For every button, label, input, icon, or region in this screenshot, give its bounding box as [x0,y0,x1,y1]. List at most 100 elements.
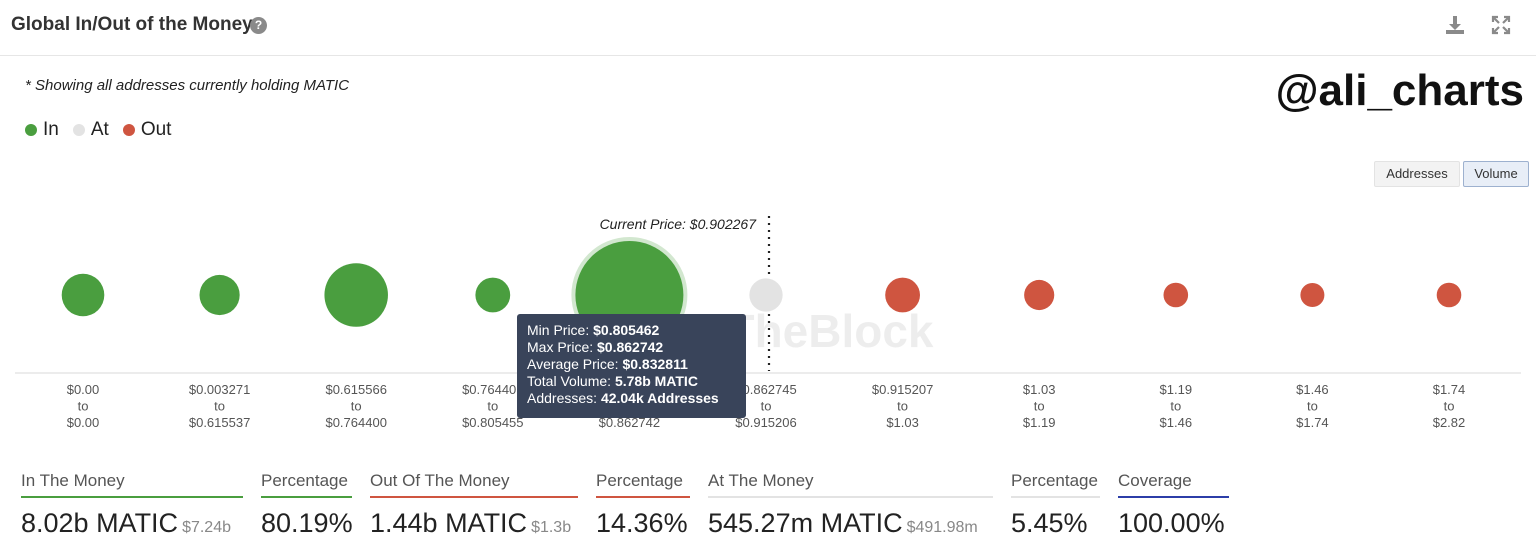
stat-value: 8.02b MATIC $7.24b [21,508,243,539]
stat-bar-green [261,496,352,498]
stat-label: In The Money [21,471,125,490]
x-tick-label: $1.74 [1433,382,1466,397]
stat-value: 5.45% [1011,508,1088,538]
bubble-out [1300,283,1325,307]
stat-out-percentage: Percentage 14.36% [596,470,690,539]
stat-bar-green [21,496,243,498]
stat-label: Percentage [596,471,683,490]
x-tick-label: $1.19 [1023,415,1056,430]
stat-value-usd: $1.3b [531,519,572,536]
stat-value: 1.44b MATIC $1.3b [370,508,578,539]
bubble-out [1024,279,1055,311]
x-tick-label: to [1444,399,1455,414]
stat-label: Coverage [1118,471,1192,490]
stat-label: Percentage [1011,471,1098,490]
tooltip: Min Price: $0.805462 Max Price: $0.86274… [517,314,746,418]
tooltip-min-label: Min Price: [527,322,590,338]
stat-in-percentage: Percentage 80.19% [261,470,353,539]
legend-dot-in [25,124,37,136]
x-tick-label: $0.00 [67,382,100,397]
stat-value: 80.19% [261,508,353,538]
tooltip-avg-label: Average Price: [527,356,619,372]
x-tick-label: $1.46 [1296,382,1329,397]
stat-value: 14.36% [596,508,688,538]
bubble-out [1163,282,1189,308]
tooltip-max-value: $0.862742 [597,339,664,355]
x-tick-label: $0.862745 [735,382,796,397]
stat-at-the-money: At The Money 545.27m MATIC $491.98m [708,470,993,539]
x-tick-label: $1.19 [1160,382,1193,397]
legend-item-out[interactable]: Out [122,119,172,141]
x-tick-label: $1.46 [1160,415,1193,430]
tooltip-vol-value: 5.78b MATIC [614,373,698,389]
x-tick-label: $1.74 [1296,415,1329,430]
stat-value-main: 545.27m MATIC [708,508,903,538]
tooltip-avg-row: Average Price: $0.832811 [527,356,736,373]
bubble-in [324,263,388,327]
tooltip-avg-value: $0.832811 [622,356,688,372]
stat-bar-red [596,496,690,498]
stat-value-main: 1.44b MATIC [370,508,528,538]
stat-in-the-money: In The Money 8.02b MATIC $7.24b [21,470,243,539]
stat-bar-grey [1011,496,1100,498]
watermark-brand: TheBlock [726,305,933,357]
legend-dot-at [72,124,85,136]
stat-coverage: Coverage 100.00% [1118,470,1229,539]
bubble-at [749,278,783,312]
chart-title: Global In/Out of the Money [11,14,253,35]
tooltip-addr-label: Addresses: [527,390,598,406]
x-tick-label: $1.03 [1023,382,1056,397]
download-icon[interactable] [1444,14,1466,36]
legend-item-in[interactable]: In [25,119,59,141]
x-tick-label: $1.03 [886,415,919,430]
help-icon[interactable]: ? [250,17,267,34]
x-tick-label: to [897,399,908,414]
current-price-label: Current Price: $0.902267 [600,216,758,232]
stat-bar-blue [1118,496,1229,498]
addresses-toggle-button[interactable]: Addresses [1374,161,1460,187]
legend: In At Out [25,119,185,141]
tooltip-max-row: Max Price: $0.862742 [527,339,736,356]
x-tick-label: to [78,399,89,414]
legend-label-out: Out [140,119,172,140]
bubble-in [475,277,511,313]
tooltip-max-label: Max Price: [527,339,594,355]
stat-out-of-the-money: Out Of The Money 1.44b MATIC $1.3b [370,470,578,539]
bubble-in [199,274,240,316]
tooltip-vol-label: Total Volume: [527,373,612,389]
chart-header: Global In/Out of the Money ? [0,0,1536,56]
x-tick-label: $0.915206 [735,415,796,430]
x-tick-label: to [487,399,498,414]
bubble-in [61,273,105,317]
x-tick-label: $0.615537 [189,415,250,430]
stat-label: At The Money [708,471,814,490]
legend-item-at[interactable]: At [72,119,109,141]
x-tick-label: to [761,399,772,414]
stat-label: Percentage [261,471,348,490]
stat-bar-red [370,496,578,498]
x-tick-label: $0.805455 [462,415,523,430]
volume-toggle-button[interactable]: Volume [1463,161,1529,187]
x-tick-label: $0.915207 [872,382,933,397]
x-tick-label: to [214,399,225,414]
tooltip-addr-value: 42.04k Addresses [600,390,719,406]
x-tick-label: $0.003271 [189,382,250,397]
x-tick-label: $0.764401 [462,382,523,397]
expand-icon[interactable] [1490,14,1512,36]
legend-dot-out [122,124,135,136]
stat-at-percentage: Percentage 5.45% [1011,470,1100,539]
stat-label: Out Of The Money [370,471,510,490]
x-tick-label: $2.82 [1433,415,1466,430]
x-tick-label: $0.00 [67,415,100,430]
x-tick-label: $0.764400 [325,415,386,430]
stat-bar-grey [708,496,993,498]
bubble-out [885,277,920,313]
stat-value-usd: $7.24b [182,519,231,536]
x-tick-label: to [1034,399,1045,414]
x-tick-label: $0.862742 [599,415,660,430]
watermark-handle: @ali_charts [1275,66,1524,115]
stat-value: 545.27m MATIC $491.98m [708,508,993,539]
bubble-out [1436,282,1462,308]
x-tick-label: to [351,399,362,414]
